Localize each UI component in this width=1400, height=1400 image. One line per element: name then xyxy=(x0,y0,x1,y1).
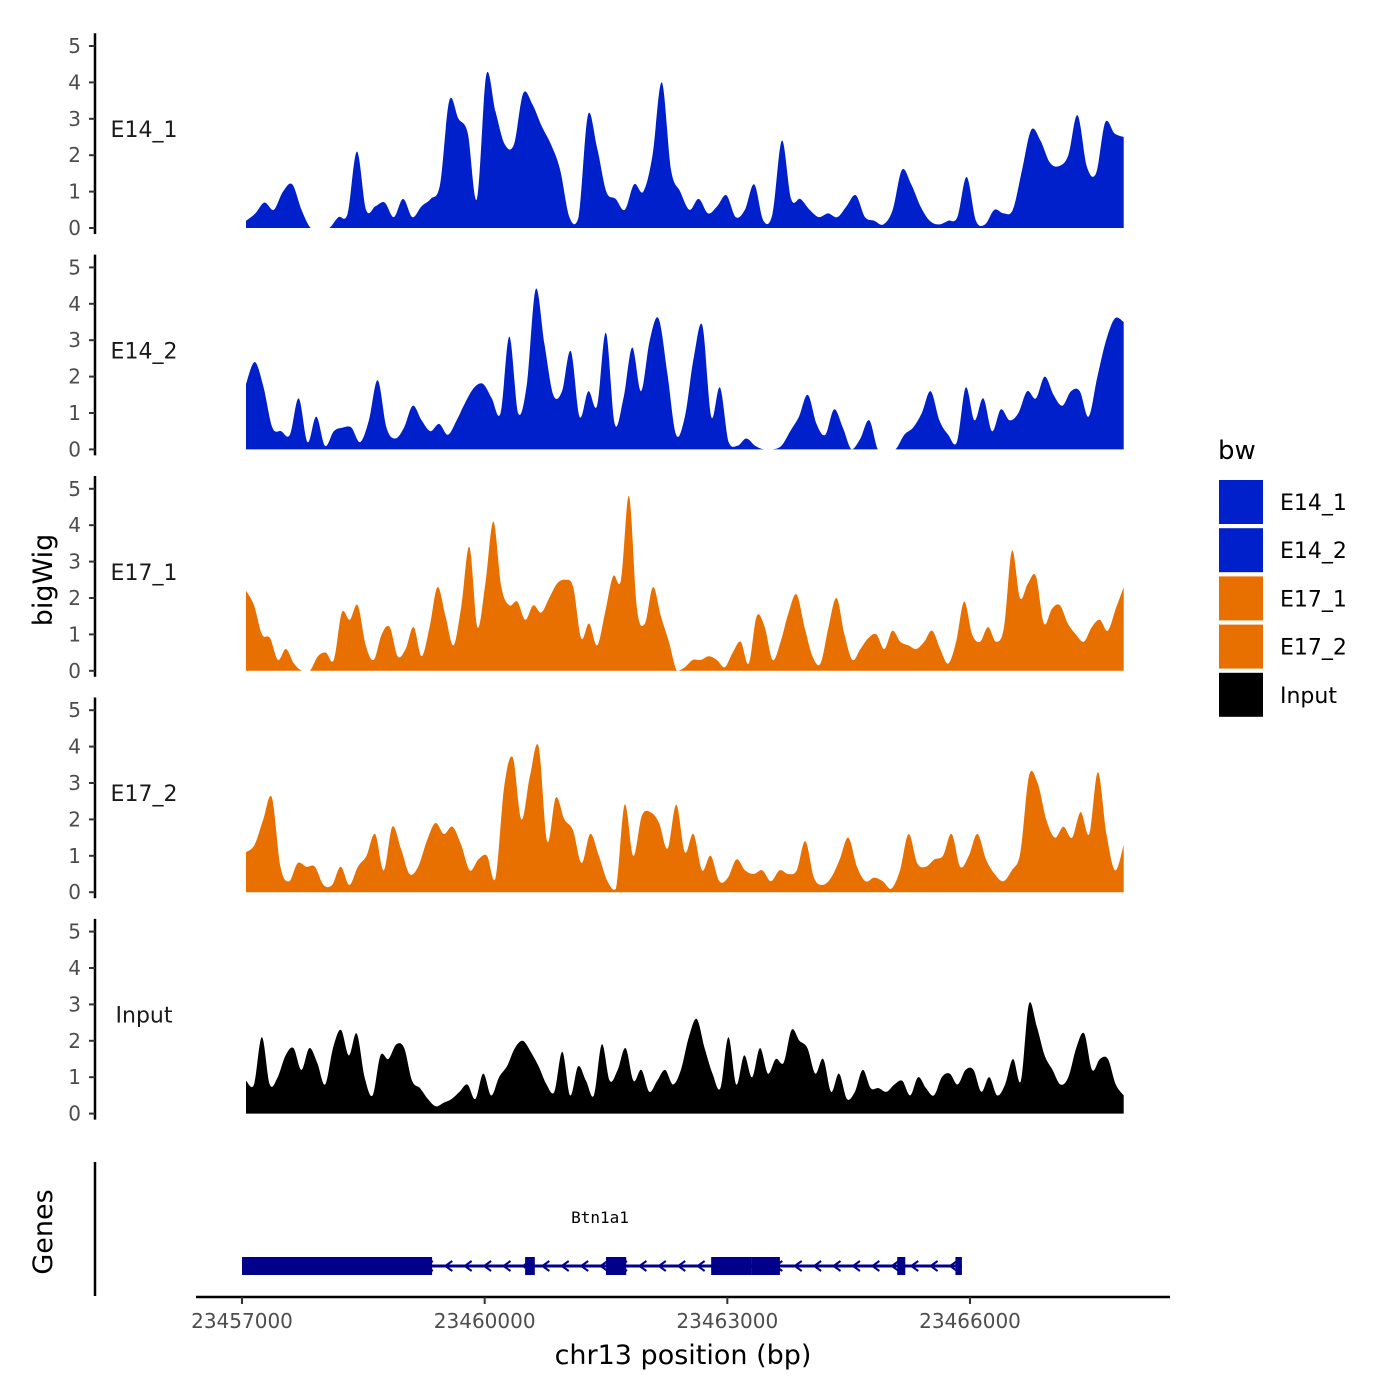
y-tick-label: 4 xyxy=(68,735,81,759)
track-input: 0 1 2 3 4 5 Input xyxy=(68,918,1124,1126)
strand-arrow xyxy=(579,1260,589,1272)
x-axis: 23457000 23460000 23463000 23466000 xyxy=(191,1295,1170,1333)
strand-arrow xyxy=(462,1260,473,1272)
track-e14-2: 0 1 2 3 4 5 E14_2 xyxy=(68,254,1124,461)
y-tick-label: 0 xyxy=(68,216,81,240)
gene-exon xyxy=(955,1257,962,1275)
strand-arrow xyxy=(928,1260,939,1272)
strand-arrow xyxy=(909,1260,919,1272)
gene-exon xyxy=(525,1257,535,1275)
strand-arrow xyxy=(870,1260,880,1272)
gene-exon xyxy=(711,1257,752,1275)
track-e17-1: 0 1 2 3 4 5 E17_1 xyxy=(68,476,1124,683)
x-tick-label: 23463000 xyxy=(676,1309,778,1333)
y-tick-label: 3 xyxy=(68,992,81,1016)
y-tick-label: 2 xyxy=(68,807,81,831)
legend-swatch-input xyxy=(1219,672,1263,717)
strand-arrow xyxy=(560,1260,570,1272)
x-axis-title: chr13 position (bp) xyxy=(555,1340,812,1371)
y-tick-label: 4 xyxy=(68,513,81,537)
x-tick-label: 23466000 xyxy=(919,1309,1021,1333)
area-e17-2 xyxy=(246,744,1124,893)
legend: bw E14_1 E14_2 E17_1 E17_2 Input xyxy=(1218,436,1347,717)
area-e17-1 xyxy=(246,495,1124,671)
strand-arrow xyxy=(637,1260,647,1272)
y-tick-label: 3 xyxy=(68,550,81,574)
x-tick-label: 23460000 xyxy=(434,1309,536,1333)
y-axis-title: bigWig xyxy=(28,534,59,627)
track-label-e17-1: E17_1 xyxy=(111,561,178,586)
y-tick-label: 3 xyxy=(68,107,81,131)
legend-label-e14-2: E14_2 xyxy=(1280,539,1347,564)
legend-title: bw xyxy=(1218,436,1256,466)
legend-label-e17-2: E17_2 xyxy=(1280,636,1347,661)
legend-swatch-e17-2 xyxy=(1219,624,1263,669)
gene-exon xyxy=(751,1257,780,1275)
strand-arrow xyxy=(792,1260,803,1272)
area-e14-1 xyxy=(246,71,1124,228)
track-label-e14-2: E14_2 xyxy=(111,339,178,364)
strand-arrow xyxy=(695,1260,706,1272)
track-label-input: Input xyxy=(116,1004,173,1029)
strand-arrow xyxy=(657,1260,667,1272)
track-e14-1: 0 1 2 3 4 5 E14_1 xyxy=(68,33,1124,240)
y-tick-label: 1 xyxy=(68,180,81,204)
strand-arrow xyxy=(812,1260,822,1272)
gene-track: Btn1a1 xyxy=(93,1162,962,1296)
y-tick-label: 1 xyxy=(68,844,81,868)
y-tick-label: 0 xyxy=(68,1102,81,1126)
gene-exon xyxy=(897,1257,906,1275)
legend-label-input: Input xyxy=(1280,684,1337,709)
y-tick-label: 4 xyxy=(68,956,81,980)
y-tick-label: 4 xyxy=(68,70,81,94)
legend-swatch-e14-1 xyxy=(1219,480,1263,524)
y-tick-label: 5 xyxy=(68,34,81,58)
strand-arrow xyxy=(482,1260,492,1272)
strand-arrow xyxy=(890,1260,900,1272)
legend-label-e17-1: E17_1 xyxy=(1280,587,1347,612)
area-e14-2 xyxy=(246,288,1124,450)
y-tick-label: 0 xyxy=(68,880,81,904)
track-label-e17-2: E17_2 xyxy=(111,782,178,807)
y-tick-label: 3 xyxy=(68,328,81,352)
y-tick-label: 1 xyxy=(68,1065,81,1089)
area-input xyxy=(246,1002,1124,1114)
y-tick-label: 2 xyxy=(68,143,81,167)
track-e17-2: 0 1 2 3 4 5 E17_2 xyxy=(68,697,1124,904)
y-tick-label: 3 xyxy=(68,771,81,795)
y-tick-label: 5 xyxy=(68,477,81,501)
y-tick-label: 2 xyxy=(68,586,81,610)
strand-arrow xyxy=(501,1260,512,1272)
legend-swatch-e14-2 xyxy=(1219,528,1263,573)
strand-arrow xyxy=(540,1260,550,1272)
gene-exon xyxy=(606,1257,627,1275)
legend-label-e14-1: E14_1 xyxy=(1280,491,1347,516)
strand-arrow xyxy=(851,1260,861,1272)
y-tick-label: 5 xyxy=(68,698,81,722)
strand-arrow xyxy=(598,1260,609,1272)
gene-exon xyxy=(242,1257,433,1275)
y-tick-label: 5 xyxy=(68,255,81,279)
genes-track-title: Genes xyxy=(28,1189,59,1274)
signal-tracks: 0 1 2 3 4 5 E14_1 0 1 2 3 4 5 E14_2 0 1 2 3 4 5 E17_1 0 1 2 3 4 5 E… xyxy=(68,33,1124,1126)
y-tick-label: 4 xyxy=(68,292,81,316)
x-tick-label: 23457000 xyxy=(191,1309,293,1333)
y-tick-label: 1 xyxy=(68,622,81,646)
y-tick-label: 1 xyxy=(68,401,81,425)
y-tick-label: 5 xyxy=(68,920,81,944)
strand-arrow xyxy=(831,1260,842,1272)
y-tick-label: 0 xyxy=(68,437,81,461)
track-label-e14-1: E14_1 xyxy=(111,118,178,143)
strand-arrow xyxy=(443,1260,453,1272)
gene-name-label: Btn1a1 xyxy=(571,1208,629,1227)
legend-swatch-e17-1 xyxy=(1219,576,1263,621)
strand-arrow xyxy=(948,1260,958,1272)
strand-arrow xyxy=(676,1260,686,1272)
y-tick-label: 0 xyxy=(68,659,81,683)
y-tick-label: 2 xyxy=(68,1029,81,1053)
y-tick-label: 2 xyxy=(68,365,81,389)
